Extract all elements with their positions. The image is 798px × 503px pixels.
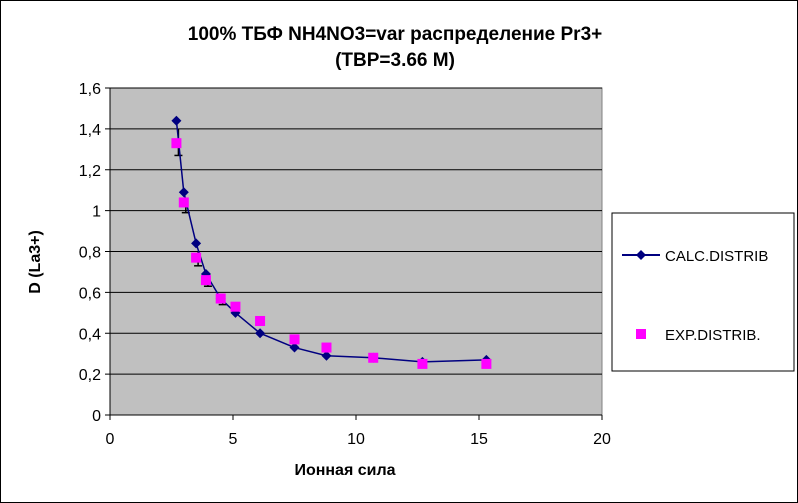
- calc-point: [171, 115, 182, 126]
- y-tick-label: 0,6: [79, 285, 101, 302]
- y-tick-label: 0,2: [79, 367, 101, 384]
- exp-point: [191, 252, 202, 263]
- calc-point: [321, 350, 332, 361]
- x-tick-label: 10: [347, 431, 365, 448]
- y-tick-label: 1,6: [79, 81, 101, 98]
- calc-point: [289, 342, 300, 353]
- legend-calc-label: CALC.DISTRIB: [665, 248, 768, 265]
- x-tick-label: 0: [106, 431, 115, 448]
- exp-point: [215, 293, 226, 304]
- legend-box: [611, 212, 795, 372]
- chart-title-line2: (TBP=3.66 M): [335, 50, 455, 71]
- exp-point: [200, 275, 211, 286]
- y-tick-label: 0: [92, 408, 101, 425]
- exp-point: [368, 352, 379, 363]
- calc-point: [255, 328, 266, 339]
- chart-title-line1: 100% ТБФ NH4NO3=var распределение Pr3+: [188, 24, 603, 45]
- x-tick-label: 15: [470, 431, 488, 448]
- exp-point: [255, 315, 266, 326]
- x-tick-label: 20: [593, 431, 611, 448]
- axes: 0 0,2 0,4 0,6 0,8 1 1,2 1,4 1,6 0 5 10 15 20: [79, 81, 611, 448]
- legend-exp-marker: [636, 329, 646, 339]
- exp-point: [289, 334, 300, 345]
- x-tick-label: 5: [229, 431, 238, 448]
- gridlines: [110, 87, 602, 375]
- exp-point: [417, 358, 428, 369]
- y-tick-label: 1: [92, 204, 101, 221]
- data-series: [171, 115, 492, 369]
- exp-point: [321, 342, 332, 353]
- y-axis-label: D (La3+): [27, 230, 44, 294]
- y-tick-label: 1,4: [79, 122, 101, 139]
- legend-calc-marker: [636, 250, 646, 260]
- exp-point: [171, 138, 182, 149]
- y-tick-label: 0,4: [79, 326, 101, 343]
- exp-point: [178, 197, 189, 208]
- y-tick-label: 1,2: [79, 163, 101, 180]
- exp-point: [481, 358, 492, 369]
- x-axis-label: Ионная сила: [294, 462, 395, 479]
- calc-point: [178, 187, 189, 198]
- calc-series-line: [175, 120, 487, 363]
- legend-exp-label: EXP.DISTRIB.: [665, 327, 761, 344]
- exp-point: [230, 301, 241, 312]
- y-tick-label: 0,8: [79, 245, 101, 262]
- calc-point: [191, 238, 202, 249]
